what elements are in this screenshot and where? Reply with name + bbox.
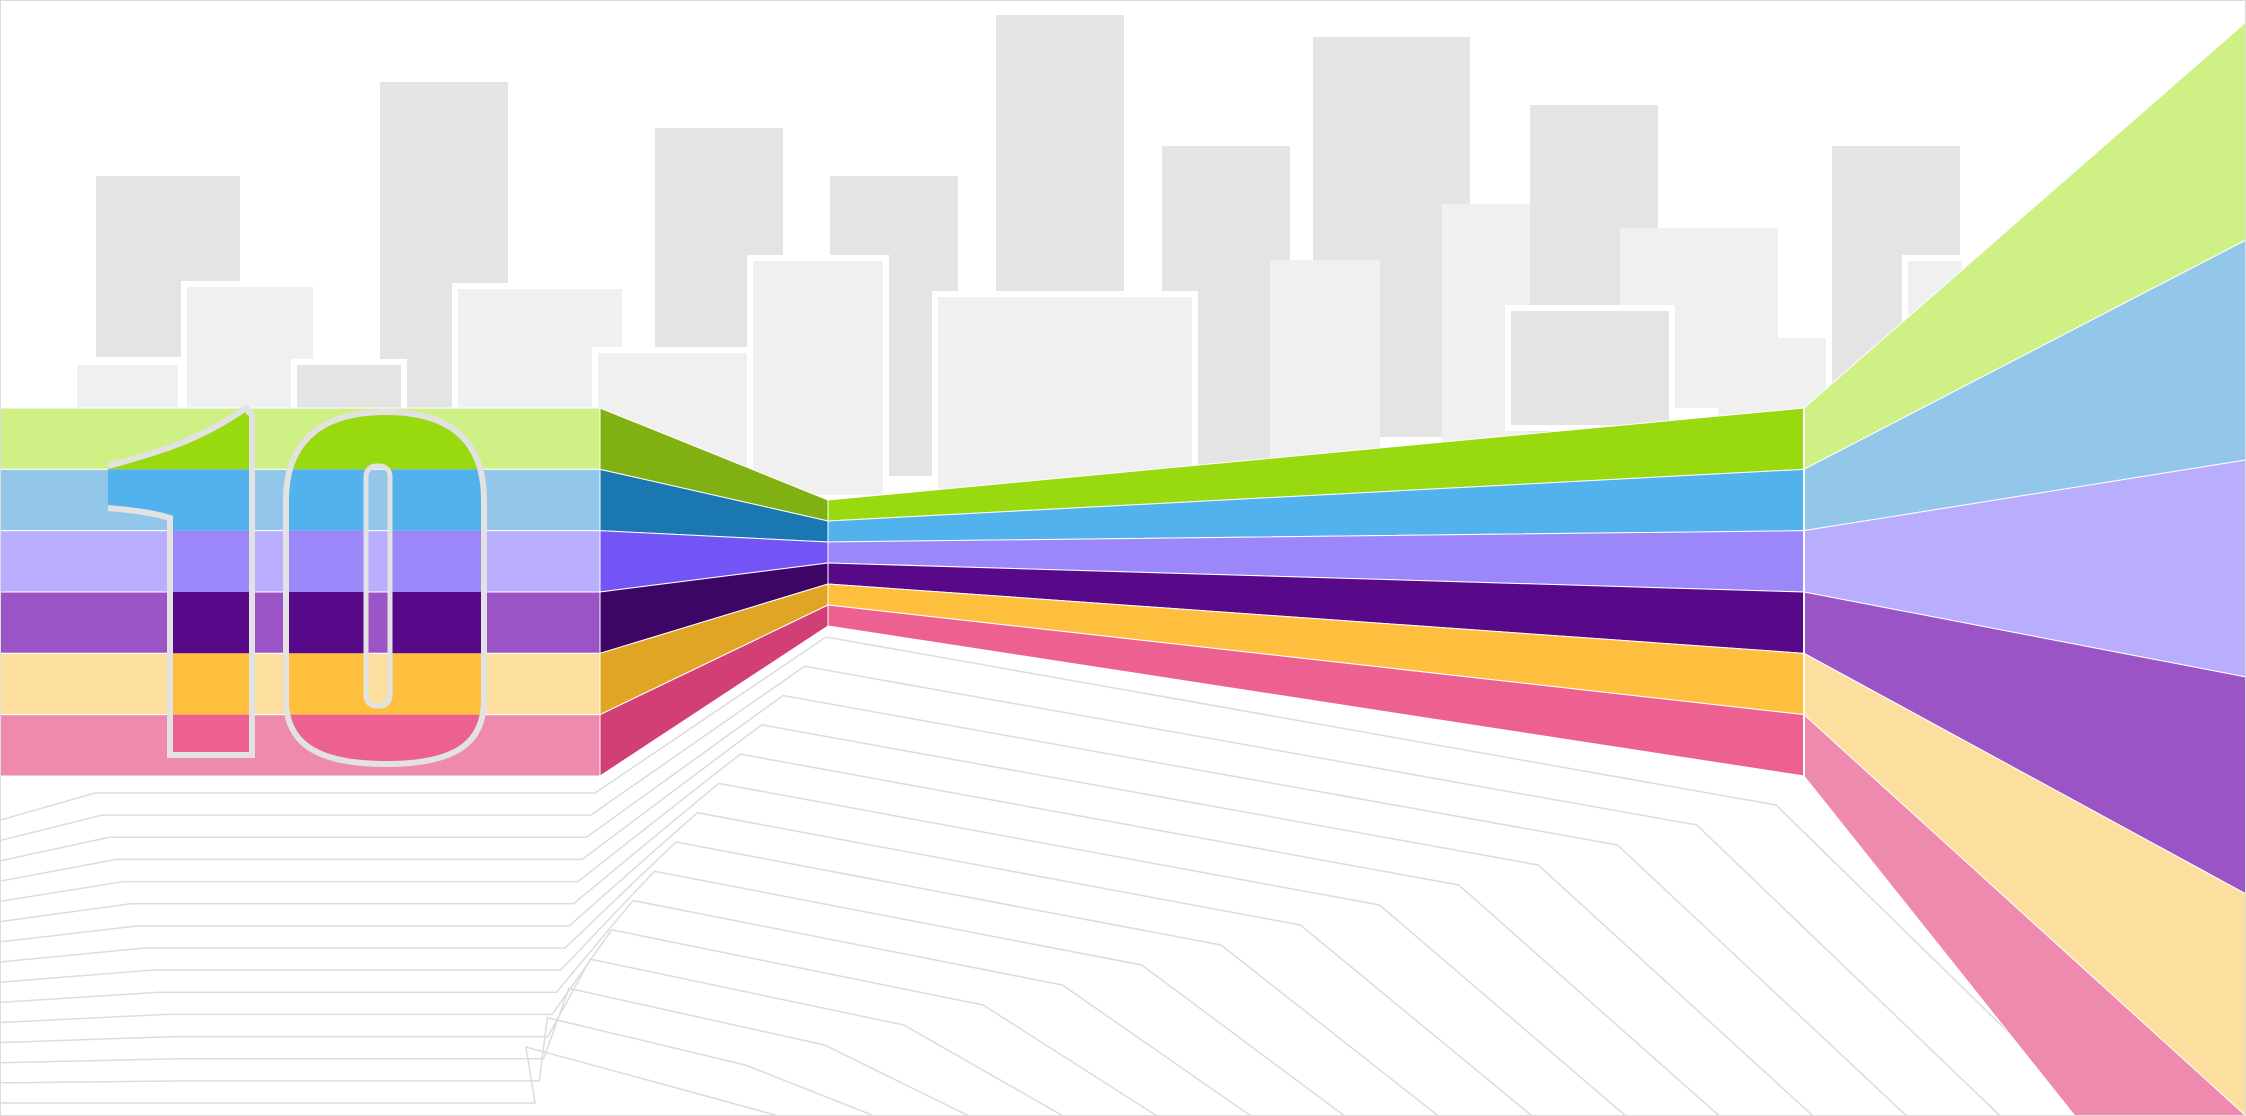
floor-line	[0, 987, 971, 1116]
skyline-building	[932, 291, 1198, 497]
floor-line	[0, 753, 1721, 1116]
floor-line	[0, 665, 2002, 1116]
floor-lines	[0, 636, 2096, 1116]
floor-line	[0, 636, 2096, 1116]
floor-line	[0, 841, 1440, 1116]
floor-line	[0, 1016, 877, 1116]
skyline-building	[71, 359, 184, 415]
floor-line	[0, 1045, 782, 1116]
floor-line	[0, 811, 1534, 1116]
skyline-building	[1505, 305, 1675, 431]
floor-line	[0, 958, 1065, 1116]
digit-zero-outline	[283, 408, 487, 768]
skyline-building	[291, 359, 407, 415]
digit-zero-counter	[363, 463, 393, 709]
number-ten-glyph	[107, 403, 487, 768]
floor-line	[0, 929, 1159, 1116]
rainbow-stripes	[0, 21, 2246, 1116]
floor-line	[0, 724, 1815, 1116]
digit-one-outline	[107, 403, 255, 758]
floor-line	[0, 899, 1253, 1116]
floor-line	[0, 694, 1908, 1116]
skyline-building	[1270, 260, 1380, 460]
skyline-building	[747, 255, 889, 501]
floor-line	[0, 870, 1346, 1116]
floor-line	[0, 782, 1627, 1116]
